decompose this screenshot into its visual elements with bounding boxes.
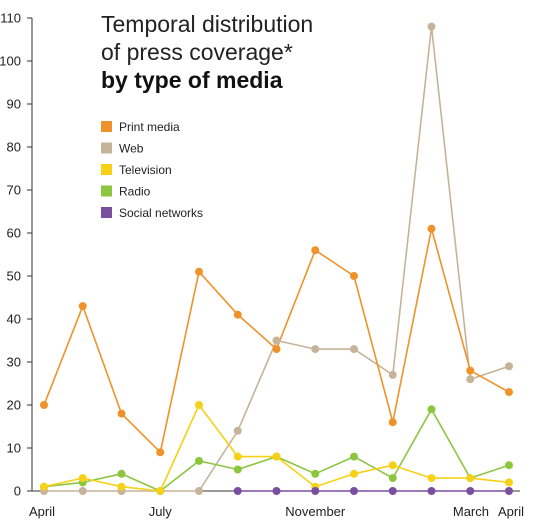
data-point	[388, 418, 397, 427]
series-line	[43, 404, 510, 492]
y-tick-label: 80	[7, 140, 21, 155]
data-point	[311, 345, 320, 354]
legend-swatch	[101, 185, 112, 197]
data-point	[427, 224, 436, 233]
data-point	[78, 474, 87, 483]
data-point	[505, 461, 513, 470]
data-point	[350, 345, 358, 354]
data-point	[505, 388, 513, 397]
y-tick-label: 20	[7, 398, 21, 413]
x-tick-label: July	[149, 504, 173, 519]
data-point	[388, 487, 397, 495]
data-point	[272, 345, 281, 354]
x-tick-label: November	[285, 504, 346, 519]
y-tick-label: 60	[7, 226, 21, 241]
data-point	[233, 452, 242, 461]
legend-label: Social networks	[119, 206, 203, 220]
data-point	[156, 487, 165, 495]
data-point	[117, 482, 126, 491]
legend-label: Television	[119, 163, 172, 177]
data-point	[311, 487, 320, 495]
data-point	[466, 474, 475, 483]
data-point	[40, 401, 48, 409]
data-point	[78, 302, 87, 311]
data-point	[350, 452, 358, 461]
chart-title-line-1: Temporal distribution	[101, 11, 313, 37]
legend-swatch	[101, 121, 112, 132]
data-point	[311, 469, 320, 478]
data-point	[466, 366, 475, 375]
legend-label: Print media	[119, 120, 180, 134]
y-tick-label: 100	[0, 54, 21, 69]
y-tick-label: 110	[0, 11, 21, 26]
legend: Print media Web Television Radio Social netw…	[101, 120, 203, 220]
data-point	[311, 246, 320, 255]
data-point	[350, 469, 358, 478]
data-point	[117, 469, 126, 478]
data-point	[272, 487, 281, 495]
y-tick-label: 0	[14, 484, 21, 499]
x-tick-label: April	[29, 504, 55, 519]
data-point	[350, 487, 358, 495]
x-tick-label: March	[453, 504, 489, 519]
chart-title: Temporal distribution of press coverage*…	[101, 11, 313, 93]
legend-swatch	[101, 142, 112, 154]
data-point	[117, 409, 126, 418]
series-lines	[43, 25, 510, 492]
data-point	[388, 370, 397, 379]
y-tick-label: 50	[7, 269, 21, 284]
x-tick-label: April	[498, 504, 524, 519]
legend-swatch	[101, 164, 112, 175]
data-point	[505, 487, 513, 495]
chart-title-bold-line: by type of media	[101, 67, 283, 93]
y-tick-label: 90	[7, 97, 21, 112]
y-tick-label: 40	[7, 312, 21, 327]
data-point	[195, 456, 203, 465]
data-point	[40, 482, 48, 491]
data-point	[195, 401, 203, 409]
data-point	[195, 267, 203, 276]
legend-label: Radio	[119, 185, 151, 199]
data-point	[195, 487, 203, 495]
data-point	[156, 448, 165, 457]
data-point	[233, 487, 242, 495]
y-tick-label: 10	[7, 441, 21, 456]
data-point	[466, 487, 475, 495]
legend-label: Web	[119, 142, 144, 156]
data-point	[466, 375, 475, 384]
data-point	[505, 478, 513, 487]
data-point	[505, 362, 513, 371]
data-point	[350, 272, 358, 280]
data-point	[78, 487, 87, 495]
series-points	[40, 22, 513, 495]
axes: 0 10 20 30 40 50 60 70 80 90 100 110 April July Novemb…	[0, 11, 524, 520]
data-point	[233, 310, 242, 319]
data-point	[272, 452, 281, 461]
data-point	[427, 487, 436, 495]
data-point	[388, 461, 397, 470]
y-tick-label: 30	[7, 355, 21, 370]
data-point	[427, 22, 436, 31]
data-point	[233, 465, 242, 474]
chart-title-line-2: of press coverage*	[101, 39, 293, 65]
y-tick-label: 70	[7, 183, 21, 198]
data-point	[427, 474, 436, 483]
data-point	[272, 336, 281, 345]
data-point	[388, 474, 397, 483]
data-point	[427, 405, 436, 414]
legend-swatch	[101, 207, 112, 218]
data-point	[233, 426, 242, 435]
